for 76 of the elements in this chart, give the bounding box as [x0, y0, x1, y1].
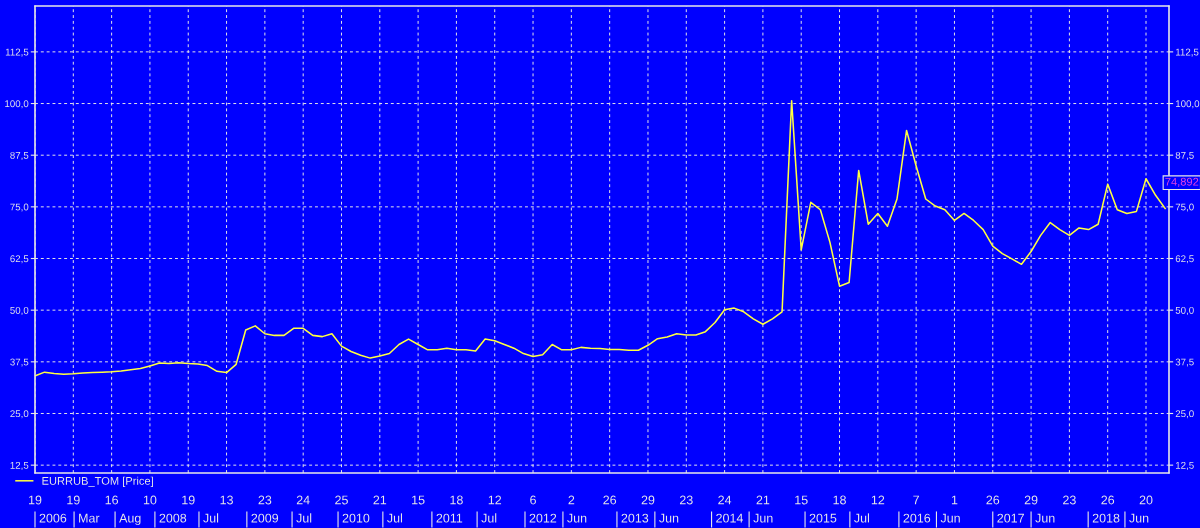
y-tick-label: 100,0 [5, 100, 29, 109]
y2-tick-label: 62,5 [1175, 255, 1194, 264]
text: Jun [659, 513, 679, 523]
y2-tick-label: 87,5 [1175, 151, 1194, 160]
text: 2009 [251, 513, 279, 523]
text: 2018 [1092, 513, 1120, 523]
text: 2014 [716, 513, 744, 523]
x-tick-label: 25 [335, 495, 348, 505]
x-tick-label: 6 [530, 495, 536, 505]
x-tick-label: 13 [220, 495, 233, 505]
text: 2011 [436, 513, 463, 523]
y2-tick-label: 100,0 [1175, 100, 1200, 109]
x-tick-label: 23 [258, 495, 272, 505]
text: Jul [203, 513, 219, 523]
text: 2013 [621, 513, 649, 523]
text: 2015 [809, 513, 837, 523]
text: 2006 [39, 513, 67, 523]
y-tick-label: 50,0 [10, 306, 29, 315]
x-tick-label: 29 [1024, 495, 1038, 505]
x-tick-label: 23 [1063, 495, 1076, 505]
x-tick-label: 19 [67, 495, 80, 505]
x-tick-label: 7 [913, 495, 919, 505]
x-tick-label: 21 [373, 495, 387, 505]
text: 2016 [903, 513, 931, 523]
x-tick-label: 10 [143, 495, 157, 505]
x-tick-label: 16 [105, 495, 119, 505]
y2-tick-label: 25,0 [1175, 410, 1194, 419]
y2-tick-label: 50,0 [1175, 306, 1194, 315]
text: Mar [79, 513, 100, 523]
text: Jul [854, 513, 870, 523]
text: 2017 [997, 513, 1024, 523]
x-tick-label: 2 [568, 495, 575, 505]
text: Jun [1129, 513, 1149, 523]
x-tick-label: 1 [951, 495, 958, 505]
legend-label: EURRUB_TOM [Price] [42, 476, 153, 487]
x-tick-label: 15 [412, 495, 425, 505]
text: Jun [1035, 513, 1055, 523]
y-tick-label: 12,5 [10, 461, 29, 470]
x-tick-label: 12 [871, 495, 885, 505]
x-tick-label: 24 [718, 495, 732, 505]
text: 2012 [529, 513, 557, 523]
line-series [35, 99, 1166, 377]
x-tick-label: 21 [756, 495, 770, 505]
x-tick-label: 19 [182, 495, 195, 505]
y2-tick-label: 12,5 [1175, 461, 1194, 470]
annotation: 74,892 [1165, 177, 1199, 187]
x-tick-label: 19 [29, 495, 42, 505]
y2-tick-label: 75,0 [1175, 203, 1194, 212]
text: Jul [387, 513, 403, 523]
text: Jul [296, 513, 312, 523]
x-tick-label: 23 [679, 495, 693, 505]
text: 2008 [159, 513, 187, 523]
text: Jun [940, 513, 960, 523]
y-tick-label: 62,5 [10, 255, 29, 264]
x-tick-label: 24 [296, 495, 310, 505]
x-tick-label: 15 [795, 495, 808, 505]
y2-tick-label: 37,5 [1175, 358, 1194, 367]
y-tick-label: 75,0 [10, 203, 29, 212]
y-tick-label: 37,5 [10, 358, 29, 367]
y-tick-label: 87,5 [10, 151, 29, 160]
y-tick-label: 112,5 [5, 48, 29, 57]
text: Jun [567, 513, 587, 523]
x-tick-label: 18 [450, 495, 463, 505]
y-tick-label: 25,0 [10, 410, 29, 419]
text: Jun [753, 513, 773, 523]
x-tick-label: 12 [488, 495, 502, 505]
x-tick-label: 26 [986, 495, 1000, 505]
x-tick-label: 29 [641, 495, 655, 505]
text: Aug [119, 513, 141, 525]
text: 2010 [342, 513, 370, 523]
y2-tick-label: 112,5 [1175, 48, 1199, 57]
text: Jul [481, 513, 497, 523]
x-tick-label: 26 [603, 495, 617, 505]
x-tick-label: 18 [833, 495, 846, 505]
x-tick-label: 26 [1101, 495, 1115, 505]
x-tick-label: 20 [1139, 495, 1153, 505]
